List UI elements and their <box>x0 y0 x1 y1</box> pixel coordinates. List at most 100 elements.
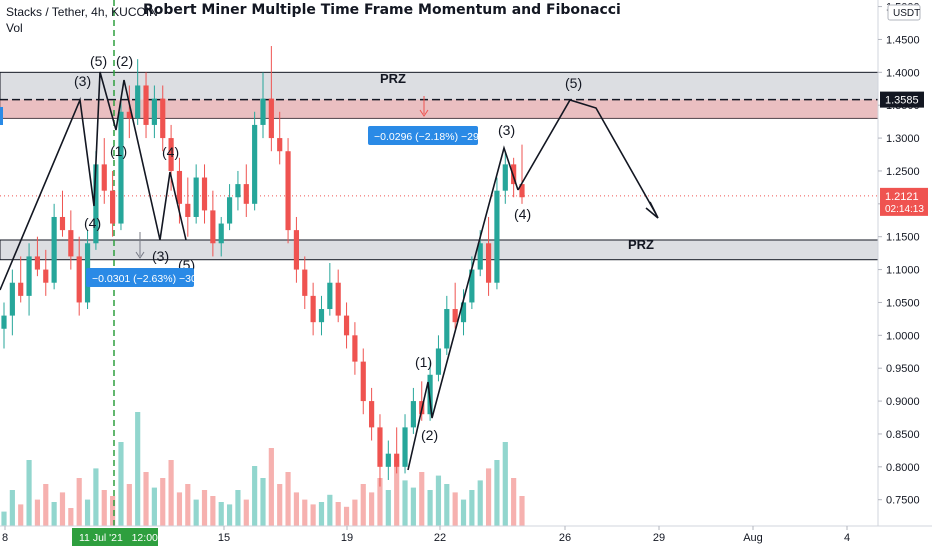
time-tick-label: 29 <box>653 532 665 544</box>
price-tick-label: 1.1000 <box>886 265 920 277</box>
wave-line-1 <box>0 71 187 291</box>
volume-bar <box>18 504 24 526</box>
volume-label[interactable]: Vol <box>6 21 23 35</box>
candle-body <box>252 124 258 204</box>
red-band <box>0 99 878 119</box>
volume-bar <box>310 504 316 526</box>
volume-bar <box>252 466 258 526</box>
volume-bar <box>377 478 383 526</box>
volume-bar <box>394 460 400 526</box>
price-tick-label: 0.9500 <box>886 363 920 375</box>
candle-body <box>277 138 283 152</box>
candle-body <box>494 190 500 283</box>
wave-label: (3) <box>152 248 169 264</box>
price-tick-label: 1.1500 <box>886 232 920 244</box>
candle-body <box>452 309 458 323</box>
candle-body <box>110 190 116 224</box>
volume-bar <box>160 478 166 526</box>
candle-body <box>9 282 15 316</box>
zone-label-lower: PRZ <box>628 237 654 252</box>
candle-body <box>168 138 174 171</box>
volume-bar <box>126 484 132 526</box>
volume-bar <box>452 492 458 526</box>
volume-bar <box>101 490 107 526</box>
volume-bar <box>151 487 157 526</box>
price-tick-label: 0.8500 <box>886 429 920 441</box>
candle-body <box>394 453 400 467</box>
volume-bar <box>327 494 333 526</box>
measure-box-2[interactable]: −0.0296 (−2.18%) −296 <box>368 126 485 145</box>
currency-badge[interactable]: USDT <box>887 4 921 21</box>
measure-box-1[interactable]: −0.0301 (−2.63%) −301 <box>86 268 203 287</box>
candle-body <box>310 295 316 323</box>
wave-label: (2) <box>421 427 438 443</box>
marked-level-label: 1.3585 <box>885 95 919 107</box>
candle-body <box>360 361 366 402</box>
candle-body <box>327 282 333 310</box>
volume-bar <box>277 484 283 526</box>
candle-body <box>302 269 308 296</box>
time-tick-label: 26 <box>559 532 571 544</box>
price-tick-label: 1.3000 <box>886 133 920 145</box>
candle-body <box>126 111 132 119</box>
currency-label: USDT <box>893 8 920 19</box>
projection-arrowhead <box>645 201 659 219</box>
volume-bar <box>34 499 41 526</box>
volume-bar <box>318 502 325 526</box>
candle-body <box>502 164 508 191</box>
volume-bar <box>335 502 341 526</box>
prz-zone-lower[interactable] <box>0 239 879 261</box>
volume-bar <box>110 496 116 526</box>
volume-bar <box>435 475 442 526</box>
candle-body <box>369 401 375 428</box>
volume-bar <box>485 468 492 526</box>
volume-bar <box>469 490 475 526</box>
candle-body <box>118 111 124 224</box>
volume-bar <box>59 492 66 526</box>
volume-bar <box>285 472 291 526</box>
marked-level-tag: 1.3585 <box>880 91 924 108</box>
volume-bar <box>352 499 358 526</box>
volume-bar <box>168 460 174 526</box>
candle-body <box>210 210 216 244</box>
time-axis[interactable]: 8 15 19 22 26 29 Aug 4 <box>2 526 850 544</box>
volume-bar <box>268 448 274 526</box>
volume-bar <box>226 504 233 526</box>
volume-bar <box>84 499 91 526</box>
volume-bar <box>1 511 7 526</box>
volume-bar <box>201 490 208 526</box>
candle-body <box>51 216 57 283</box>
left-edge-marker <box>0 107 3 125</box>
candle-body <box>435 348 442 375</box>
candle-body <box>377 427 383 467</box>
chart-header: Stacks / Tether, 4h, KUCOIN Vol <box>6 5 158 35</box>
measure-arrow-2-head <box>419 109 429 117</box>
candle-layer <box>1 46 525 487</box>
candle-body <box>511 164 517 185</box>
volume-bar <box>185 484 191 526</box>
last-price-label: 1.2121 <box>885 191 919 203</box>
candle-body <box>43 269 49 283</box>
price-tick-label: 0.9000 <box>886 396 920 408</box>
candle-body <box>335 282 341 316</box>
candle-body <box>76 256 82 303</box>
volume-bar <box>427 490 433 526</box>
volume-bar <box>511 478 517 526</box>
volume-bar <box>360 484 366 526</box>
wave-label: (4) <box>162 144 179 160</box>
volume-bar <box>235 490 241 526</box>
crosshair-time-tag: 11 Jul '21 12:00 <box>72 528 158 546</box>
volume-bar <box>43 484 49 526</box>
candle-body <box>176 170 183 204</box>
price-tick-label: 1.2500 <box>886 166 920 178</box>
candle-body <box>243 184 249 204</box>
candle-body <box>293 230 300 270</box>
time-tick-label: 4 <box>844 532 850 544</box>
wave-label: (3) <box>74 73 91 89</box>
last-price-tag: 1.2121 02:14:13 <box>880 187 928 216</box>
candle-body <box>1 315 7 329</box>
wave-label: (1) <box>110 143 127 159</box>
candle-body <box>477 243 483 270</box>
symbol-label[interactable]: Stacks / Tether, 4h, KUCOIN <box>6 5 158 19</box>
